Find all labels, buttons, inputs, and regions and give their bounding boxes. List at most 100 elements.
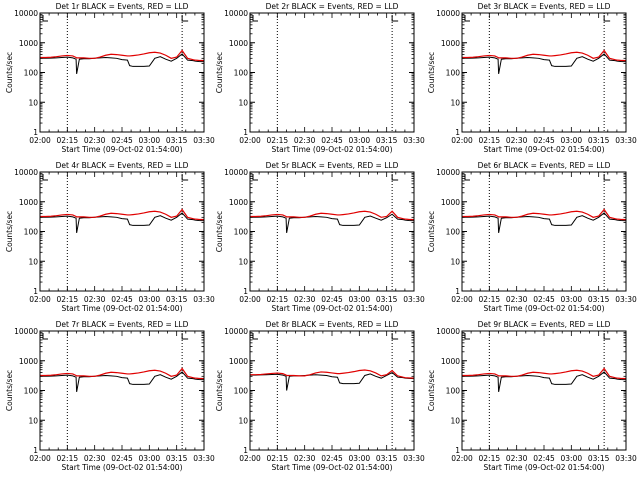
panel-title: Det 5r BLACK = Events, RED = LLD <box>266 161 399 170</box>
x-tick-label: 03:15 <box>166 136 188 145</box>
y-axis-title: Counts/sec <box>215 52 224 93</box>
panel-title: Det 4r BLACK = Events, RED = LLD <box>56 161 189 170</box>
series-events-line <box>40 53 205 74</box>
y-tick-label: 10000 <box>436 168 460 177</box>
x-tick-label: 03:00 <box>139 295 161 304</box>
series-events-line <box>462 371 627 392</box>
panel-3: Det 3r BLACK = Events, RED = LLD 1 10 100 10… <box>427 2 637 154</box>
x-tick-label: 03:00 <box>561 295 583 304</box>
x-tick-label: 03:15 <box>376 136 398 145</box>
y-tick-label: 1000 <box>441 198 460 207</box>
x-tick-label: 02:00 <box>239 454 261 463</box>
x-tick-label: 02:30 <box>506 136 528 145</box>
x-tick-label: 03:30 <box>615 454 637 463</box>
y-axis-title: Counts/sec <box>427 370 436 411</box>
x-tick-label: 03:00 <box>349 136 371 145</box>
series-lld-line <box>250 369 415 379</box>
panel-2: Det 2r BLACK = Events, RED = LLD 1 10 100 10… <box>215 2 425 154</box>
plot-frame <box>39 330 205 451</box>
x-tick-label: 02:00 <box>29 295 51 304</box>
y-tick-label: 1 <box>33 128 38 137</box>
plot-frame <box>461 12 627 133</box>
x-tick-label: 02:30 <box>84 136 106 145</box>
y-axis-title: Counts/sec <box>427 211 436 252</box>
y-tick-label: 1000 <box>229 198 248 207</box>
x-tick-label: 03:30 <box>615 136 637 145</box>
panel-6: Det 6r BLACK = Events, RED = LLD 1 10 100 10… <box>427 161 637 313</box>
corner-marker <box>42 15 48 22</box>
x-tick-label: 02:45 <box>321 295 343 304</box>
x-tick-label: 03:15 <box>166 454 188 463</box>
bracket-marker <box>391 15 399 22</box>
bracket-marker <box>603 174 611 181</box>
x-tick-label: 03:30 <box>193 136 215 145</box>
bracket-marker <box>391 333 399 340</box>
x-axis-title: Start Time (09-Oct-02 01:54:00) <box>271 463 392 472</box>
series-lld-line <box>40 208 205 221</box>
series-events-line <box>250 213 415 233</box>
y-tick-label: 1 <box>243 287 248 296</box>
plot-frame <box>39 12 205 133</box>
plot-frame <box>249 171 415 292</box>
x-tick-label: 03:15 <box>376 454 398 463</box>
panel-title: Det 6r BLACK = Events, RED = LLD <box>478 161 611 170</box>
x-axis-title: Start Time (09-Oct-02 01:54:00) <box>61 145 182 154</box>
bracket-marker <box>181 333 189 340</box>
plot-frame <box>249 12 415 133</box>
corner-marker <box>42 174 48 181</box>
y-tick-label: 1 <box>243 128 248 137</box>
x-tick-label: 02:15 <box>57 295 79 304</box>
corner-marker <box>464 15 470 22</box>
x-tick-label: 02:15 <box>267 454 289 463</box>
plot-frame <box>39 171 205 292</box>
panel-7: Det 7r BLACK = Events, RED = LLD 1 10 100 10… <box>5 320 215 472</box>
corner-marker <box>464 174 470 181</box>
panel-5: Det 5r BLACK = Events, RED = LLD 1 10 100 10… <box>215 161 425 313</box>
x-tick-label: 03:30 <box>193 454 215 463</box>
panel-title: Det 1r BLACK = Events, RED = LLD <box>56 2 189 11</box>
x-tick-label: 03:00 <box>561 136 583 145</box>
x-tick-label: 03:30 <box>193 295 215 304</box>
y-tick-label: 10 <box>28 98 38 107</box>
y-tick-label: 1 <box>33 446 38 455</box>
y-axis-title: Counts/sec <box>5 211 14 252</box>
x-tick-label: 03:00 <box>139 136 161 145</box>
x-tick-label: 02:45 <box>321 136 343 145</box>
series-lld-line <box>462 208 627 221</box>
x-tick-label: 03:15 <box>376 295 398 304</box>
y-tick-label: 10000 <box>224 327 248 336</box>
panel-9: Det 9r BLACK = Events, RED = LLD 1 10 100 10… <box>427 320 637 472</box>
bracket-marker <box>181 15 189 22</box>
x-tick-label: 02:15 <box>267 295 289 304</box>
series-events-line <box>462 53 627 74</box>
x-tick-label: 02:45 <box>111 454 133 463</box>
plot-frame <box>461 330 627 451</box>
y-tick-label: 1000 <box>19 39 38 48</box>
panel-title: Det 7r BLACK = Events, RED = LLD <box>56 320 189 329</box>
y-tick-label: 1 <box>455 287 460 296</box>
series-lld-line <box>40 49 205 62</box>
y-axis-title: Counts/sec <box>427 52 436 93</box>
x-tick-label: 03:00 <box>139 454 161 463</box>
y-tick-label: 1 <box>455 446 460 455</box>
y-tick-label: 10 <box>238 98 248 107</box>
corner-marker <box>252 174 258 181</box>
x-tick-label: 02:30 <box>294 454 316 463</box>
x-axis-title: Start Time (09-Oct-02 01:54:00) <box>61 304 182 313</box>
y-tick-label: 100 <box>24 387 39 396</box>
bracket-marker <box>603 15 611 22</box>
y-tick-label: 1 <box>243 446 248 455</box>
x-tick-label: 02:15 <box>57 454 79 463</box>
y-tick-label: 100 <box>24 228 39 237</box>
x-axis-title: Start Time (09-Oct-02 01:54:00) <box>483 145 604 154</box>
x-tick-label: 02:00 <box>29 454 51 463</box>
series-lld-line <box>462 49 627 62</box>
y-tick-label: 100 <box>234 228 249 237</box>
x-tick-label: 03:15 <box>588 454 610 463</box>
x-tick-label: 03:30 <box>615 295 637 304</box>
y-tick-label: 10 <box>238 416 248 425</box>
y-tick-label: 10000 <box>224 9 248 18</box>
y-axis-title: Counts/sec <box>5 370 14 411</box>
x-tick-label: 02:45 <box>533 454 555 463</box>
